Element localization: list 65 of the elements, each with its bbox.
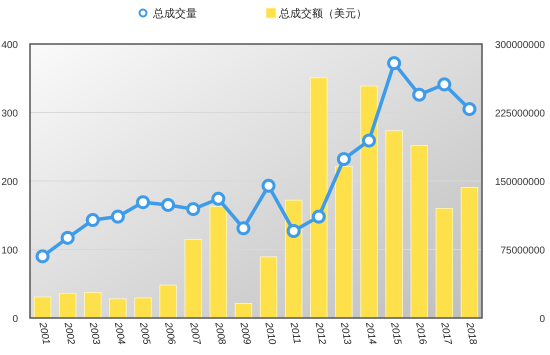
y-tick-label: 400 [1, 40, 18, 51]
y2-tick-label: 0 [539, 314, 546, 325]
x-tick-label: 2006 [162, 320, 177, 346]
x-tick-label: 2004 [112, 320, 127, 346]
point [412, 88, 426, 102]
bar [335, 166, 353, 318]
x-tick-label: 2002 [62, 320, 76, 346]
point [462, 102, 476, 116]
point [262, 178, 276, 193]
x-tick-label: 2016 [413, 320, 428, 346]
point [110, 210, 125, 224]
point [136, 195, 150, 210]
point [60, 230, 75, 245]
y2-tick-label: 75000000 [500, 246, 546, 256]
bar [385, 130, 403, 318]
bar [210, 206, 228, 318]
point [186, 202, 200, 216]
point [236, 221, 250, 236]
bar [436, 208, 454, 318]
point [387, 56, 402, 70]
bar [260, 256, 278, 318]
x-tick-label: 2018 [463, 320, 478, 346]
x-tick-label: 2007 [187, 320, 202, 346]
x-tick-label: 2015 [388, 320, 403, 346]
x-tick-label: 2003 [86, 320, 102, 346]
point [336, 152, 351, 166]
point [437, 77, 452, 92]
x-tick-label: 2008 [212, 320, 228, 346]
point [86, 213, 100, 228]
bar [184, 239, 202, 318]
y2-tick-label: 225000000 [494, 108, 546, 120]
bar [460, 186, 478, 318]
y-tick-label: 300 [1, 108, 18, 120]
legend-label: 总成交额（美元） [278, 7, 367, 20]
point [312, 210, 326, 224]
point [161, 198, 176, 212]
x-tick-label: 2010 [262, 320, 278, 346]
point [36, 249, 50, 264]
x-tick-label: 2001 [36, 320, 52, 346]
y-tick-label: 200 [1, 177, 18, 188]
bar [310, 77, 328, 318]
bar [58, 292, 76, 318]
x-tick-label: 2011 [288, 320, 302, 345]
bar [159, 284, 177, 318]
bar [410, 144, 428, 318]
bar [234, 302, 252, 318]
bar [360, 86, 378, 318]
y-tick-label: 100 [1, 246, 18, 256]
y-tick-label: 0 [12, 314, 18, 325]
y2-tick-label: 300000000 [494, 40, 546, 51]
x-tick-label: 2014 [362, 320, 378, 346]
bar [34, 296, 52, 318]
x-tick-label: 2009 [237, 320, 252, 346]
bar [134, 298, 152, 318]
x-tick-label: 2005 [136, 320, 152, 346]
point [362, 134, 376, 148]
x-tick-label: 2012 [312, 320, 328, 346]
bar [84, 292, 102, 318]
x-tick-label: 2017 [438, 320, 454, 346]
point [211, 192, 226, 206]
x-tick-label: 2013 [338, 320, 353, 346]
bar [109, 298, 127, 318]
point [286, 224, 301, 238]
y2-tick-label: 150000000 [494, 177, 546, 188]
legend-label: 总成交量 [152, 7, 197, 20]
